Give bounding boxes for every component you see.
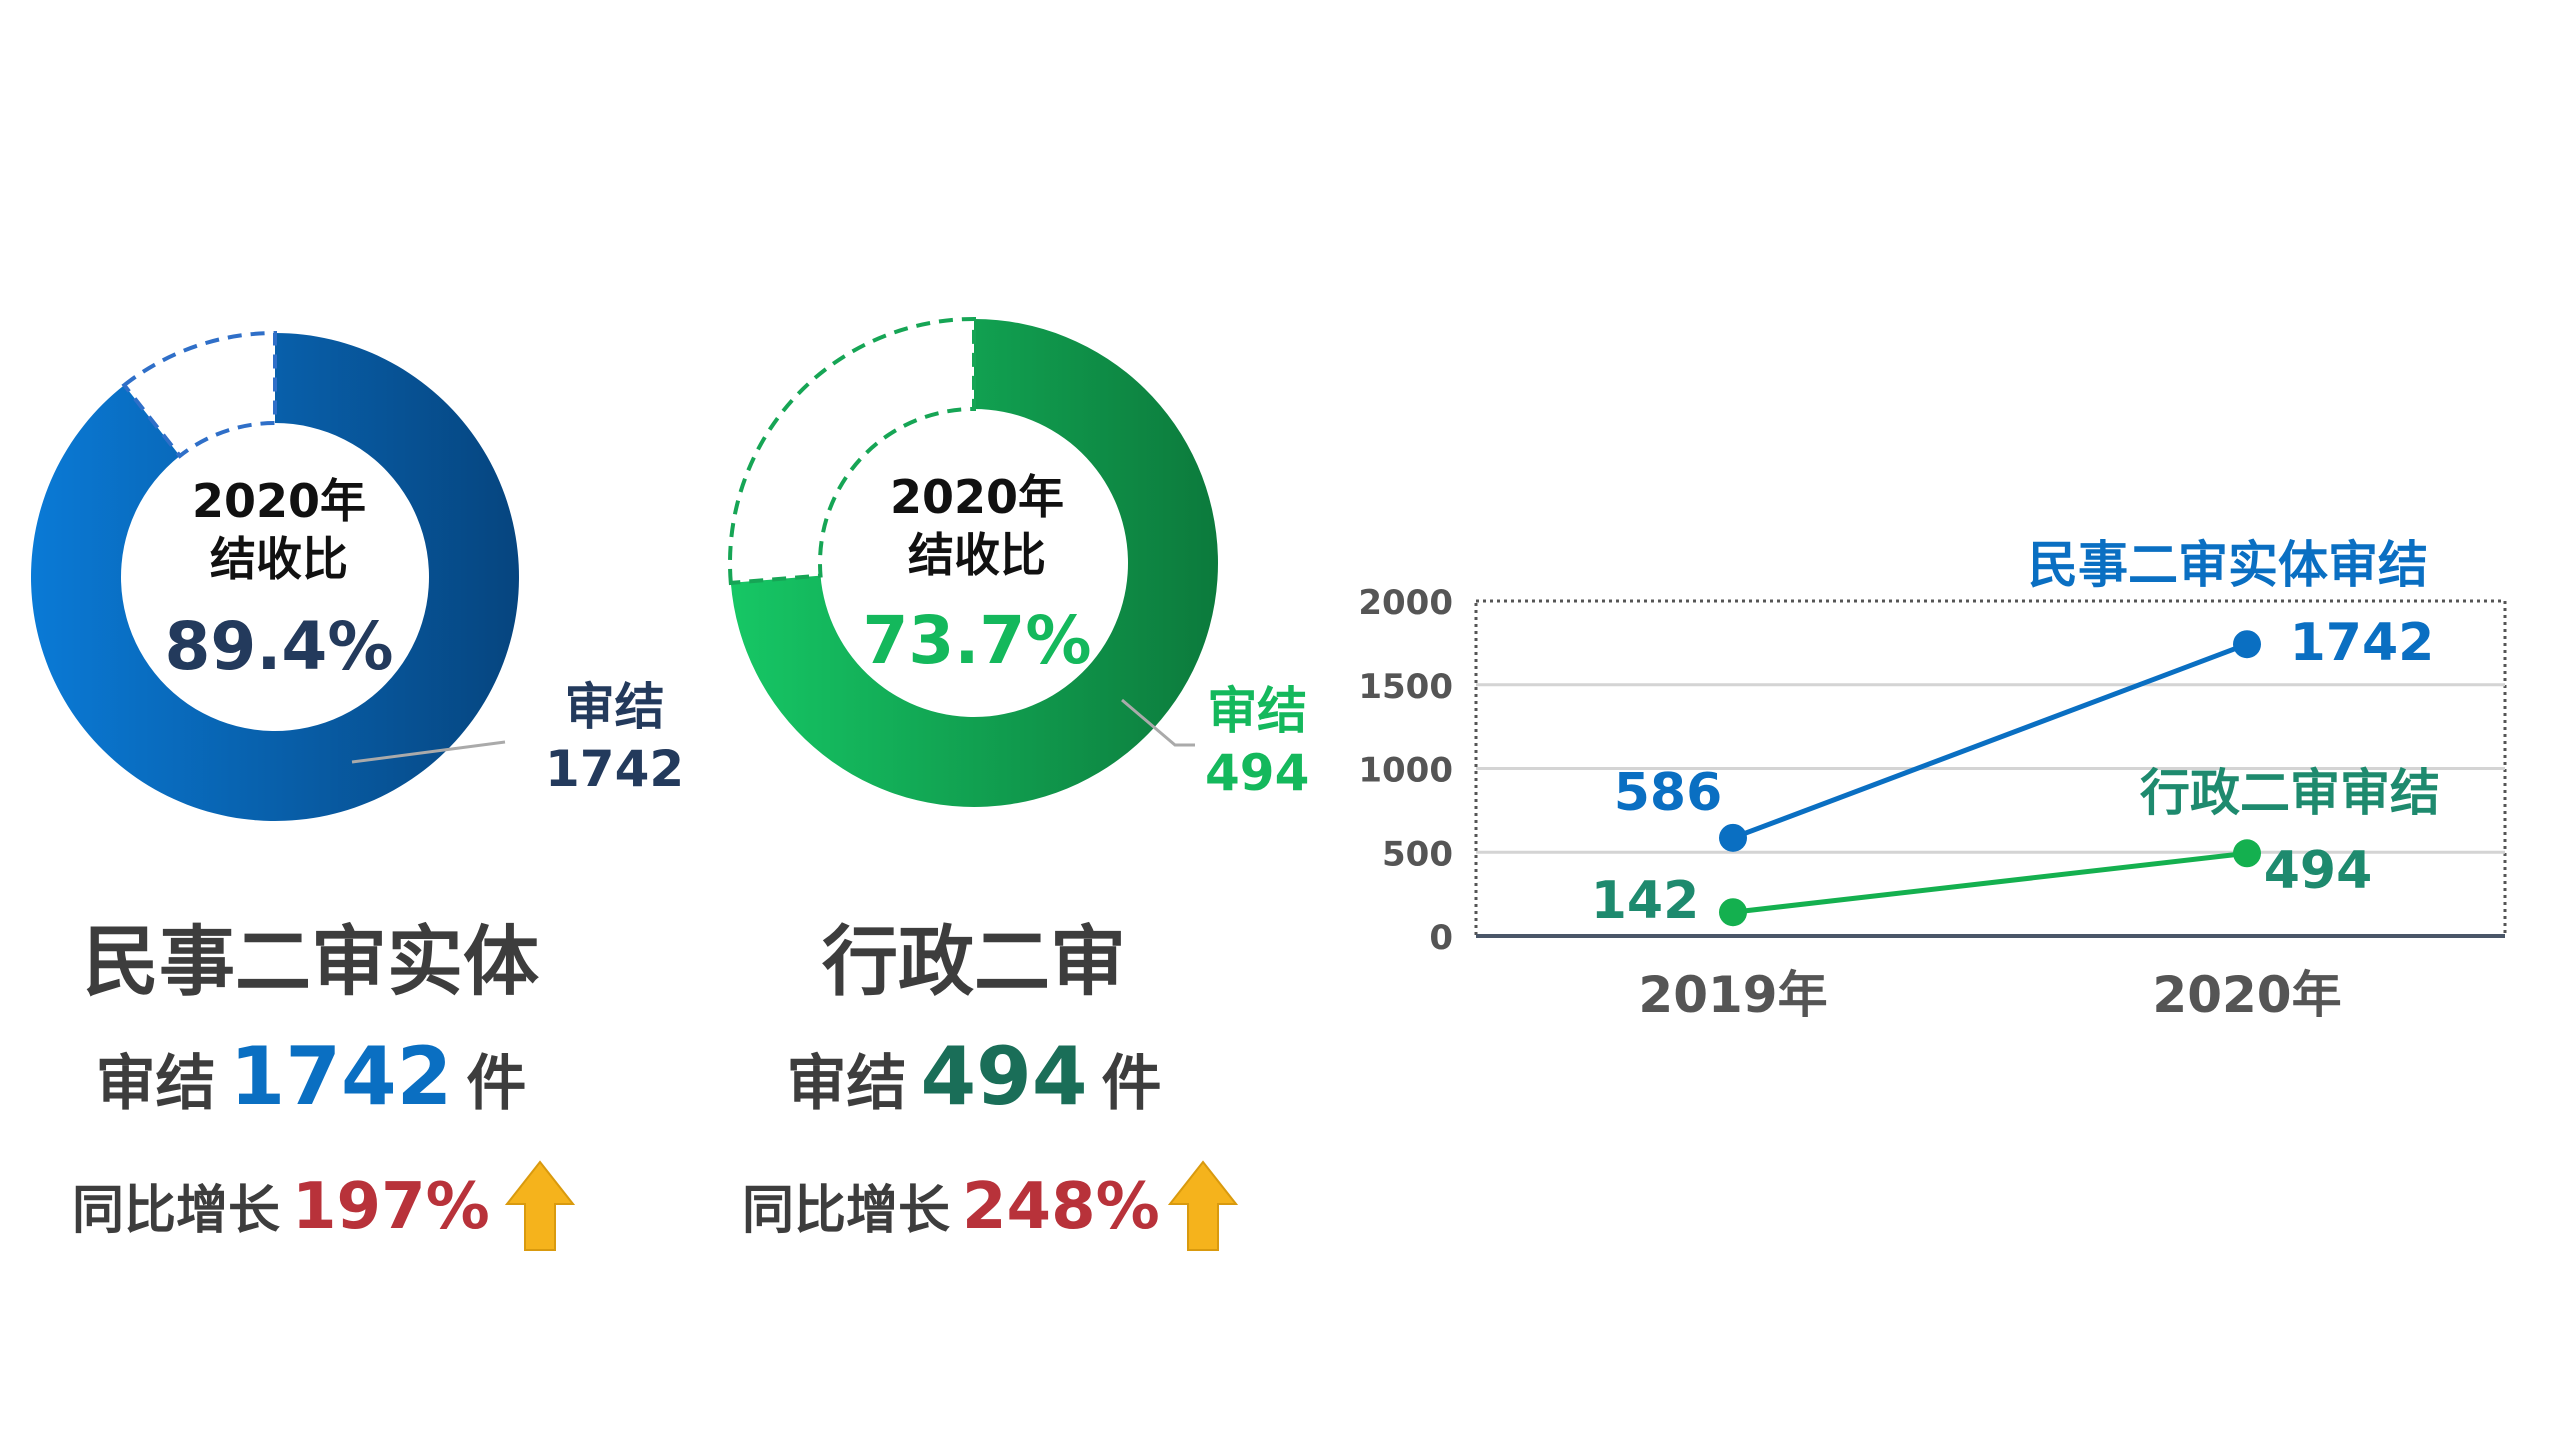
leader-line-civil bbox=[351, 740, 506, 764]
growth-label: 同比增长 bbox=[72, 1181, 281, 1241]
y-tick-label: 1000 bbox=[1358, 751, 1453, 791]
inner-title-ratio-label: 结收比 bbox=[908, 528, 1046, 582]
side-label-text: 审结 bbox=[1207, 682, 1308, 740]
y-tick-label: 500 bbox=[1382, 834, 1453, 874]
count-suffix: 件 bbox=[466, 1049, 527, 1119]
data-label: 494 bbox=[2264, 841, 2373, 901]
count-prefix: 审结 bbox=[95, 1049, 216, 1119]
growth-value: 197% bbox=[292, 1170, 490, 1244]
x-tick-label: 2020年 bbox=[2152, 966, 2341, 1024]
y-tick-label: 1500 bbox=[1358, 667, 1453, 707]
series-line bbox=[1732, 641, 2248, 841]
up-arrow-icon bbox=[1168, 1160, 1238, 1251]
inner-title-year: 2020年 bbox=[191, 474, 367, 528]
count-prefix: 审结 bbox=[786, 1049, 907, 1119]
y-tick-label: 2000 bbox=[1358, 583, 1453, 623]
data-label: 586 bbox=[1614, 763, 1723, 823]
panel-title: 行政二审 bbox=[822, 917, 1126, 1006]
donut-fill-admin bbox=[730, 319, 1218, 807]
donut-inner-title: 2020年 结收比 bbox=[890, 468, 1064, 584]
leader-line-admin bbox=[1121, 698, 1195, 747]
data-point bbox=[2233, 630, 2261, 659]
up-arrow-icon bbox=[505, 1160, 575, 1251]
data-point bbox=[2233, 839, 2261, 868]
series-legend-label: 民事二审实体审结 bbox=[2028, 536, 2428, 594]
side-label: 审结 1742 bbox=[545, 676, 684, 800]
ratio-value: 89.4% bbox=[164, 608, 394, 685]
ratio-value: 73.7% bbox=[862, 602, 1092, 679]
donut-inner-title: 2020年 结收比 bbox=[192, 472, 366, 588]
x-tick-label: 2019年 bbox=[1638, 966, 1827, 1024]
side-label-value: 1742 bbox=[545, 740, 685, 798]
side-label: 审结 494 bbox=[1205, 680, 1309, 804]
inner-title-year: 2020年 bbox=[889, 470, 1065, 524]
side-label-text: 审结 bbox=[564, 678, 665, 736]
donut-fill-civil bbox=[31, 333, 519, 821]
donut-gap-civil bbox=[121, 330, 277, 459]
growth-label: 同比增长 bbox=[742, 1181, 951, 1241]
data-label: 1742 bbox=[2290, 613, 2435, 673]
growth-value: 248% bbox=[962, 1170, 1160, 1244]
count-value: 494 bbox=[920, 1030, 1088, 1123]
donut-gap-admin bbox=[728, 316, 976, 586]
growth-line: 同比增长 197% bbox=[72, 1168, 490, 1244]
count-value: 1742 bbox=[229, 1030, 453, 1123]
panel-title: 民事二审实体 bbox=[83, 917, 539, 1006]
data-point bbox=[1719, 898, 1747, 927]
data-point bbox=[1719, 823, 1747, 852]
series-legend-label: 行政二审审结 bbox=[2140, 764, 2440, 822]
growth-line: 同比增长 248% bbox=[742, 1168, 1160, 1244]
side-label-value: 494 bbox=[1205, 744, 1310, 802]
count-line: 审结 494 件 bbox=[787, 1030, 1162, 1123]
count-suffix: 件 bbox=[1101, 1049, 1162, 1119]
inner-title-ratio-label: 结收比 bbox=[210, 532, 348, 586]
y-tick-label: 0 bbox=[1429, 918, 1453, 958]
data-label: 142 bbox=[1591, 871, 1700, 931]
count-line: 审结 1742 件 bbox=[96, 1030, 527, 1123]
series-line bbox=[1732, 850, 2248, 915]
